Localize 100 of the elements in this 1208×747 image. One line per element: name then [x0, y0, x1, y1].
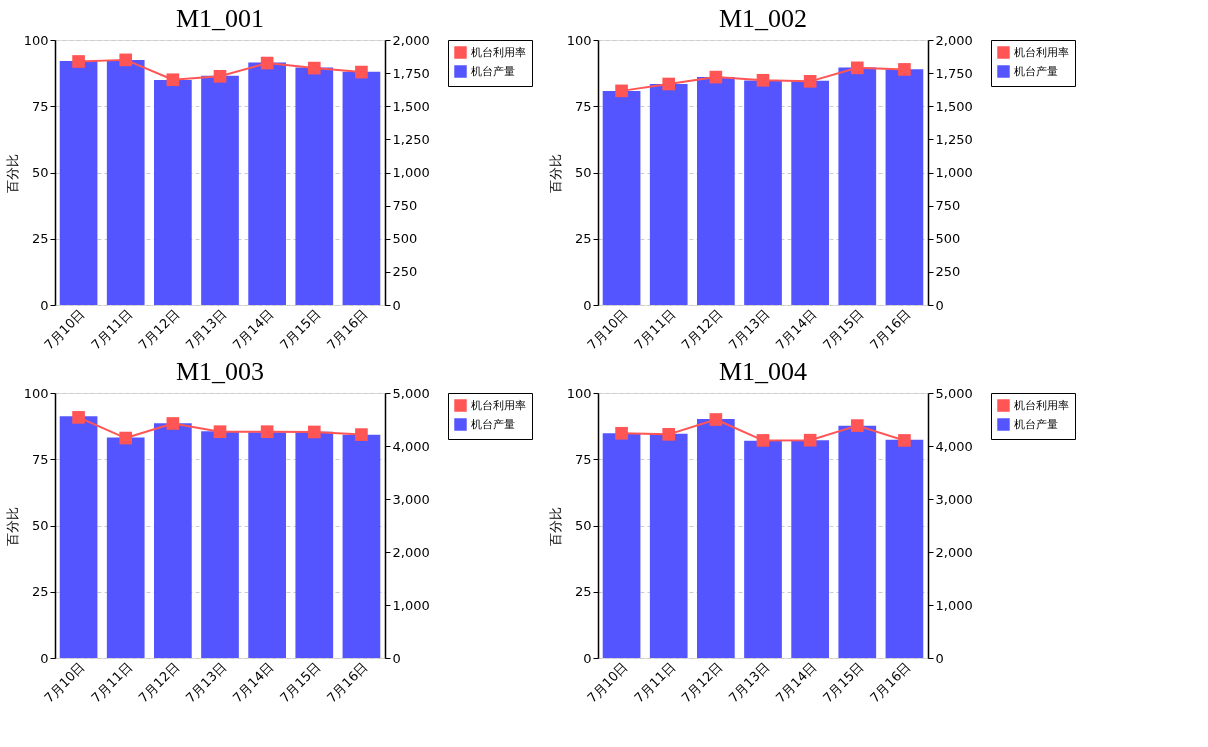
- y2-tick-label: 750: [392, 198, 418, 214]
- y2-tick-label: 500: [392, 231, 418, 247]
- point: [72, 411, 85, 424]
- y2-tick-label: 0: [935, 650, 944, 666]
- bar: [295, 431, 334, 658]
- chart-title: M1_002: [718, 4, 808, 33]
- bar: [201, 431, 239, 658]
- x-tick-label: 7月15日: [819, 306, 867, 353]
- y2-tick-label: 250: [935, 264, 961, 280]
- y-axis-title: 百分比: [547, 506, 563, 546]
- y-tick-label: 25: [31, 584, 49, 600]
- bar: [59, 416, 98, 658]
- point: [213, 69, 227, 83]
- y-tick-label: 25: [574, 584, 592, 600]
- x-tick-label: 7月13日: [725, 659, 773, 706]
- y2-tick-label: 1,500: [935, 98, 973, 114]
- x-tick-label: 7月11日: [631, 306, 678, 353]
- x-tick-label: 7月12日: [678, 306, 726, 353]
- y-tick-label: 0: [583, 650, 592, 666]
- chart-title: M1_001: [175, 4, 265, 33]
- point: [803, 75, 817, 88]
- point: [213, 425, 227, 439]
- y2-tick-label: 1,000: [392, 597, 430, 613]
- y2-tick-label: 3,000: [392, 491, 430, 507]
- point: [756, 434, 770, 447]
- x-tick-label: 7月14日: [229, 659, 277, 706]
- y2-tick-label: 0: [392, 650, 401, 666]
- point: [307, 61, 321, 75]
- x-tick-label: 7月14日: [229, 306, 277, 353]
- x-tick-label: 7月12日: [678, 659, 726, 706]
- y2-tick-label: 2,000: [392, 32, 430, 48]
- x-tick-label: 7月11日: [88, 659, 135, 706]
- chart-title: M1_003: [175, 357, 265, 386]
- x-tick-label: 7月14日: [772, 306, 820, 353]
- point: [260, 425, 274, 439]
- point: [615, 426, 628, 440]
- y2-tick-label: 2,000: [935, 544, 973, 560]
- point: [307, 425, 321, 439]
- y2-tick-label: 1,500: [392, 98, 430, 114]
- point: [803, 433, 817, 447]
- y2-tick-label: 500: [935, 231, 961, 247]
- x-tick-label: 7月11日: [88, 306, 135, 353]
- y2-tick-label: 4,000: [392, 438, 430, 454]
- point: [119, 431, 133, 445]
- y2-tick-label: 250: [392, 264, 418, 280]
- point: [898, 63, 911, 76]
- point: [615, 84, 628, 98]
- y-tick-label: 0: [40, 297, 49, 313]
- bar: [106, 437, 145, 658]
- y2-tick-label: 5,000: [392, 385, 430, 401]
- x-tick-label: 7月16日: [867, 659, 914, 706]
- point: [355, 428, 368, 441]
- y2-tick-label: 1,000: [935, 597, 973, 613]
- y-axis-title: 百分比: [547, 153, 563, 193]
- y2-tick-label: 0: [392, 297, 401, 313]
- legend-label: 机台产量: [471, 417, 515, 431]
- y-tick-label: 75: [574, 98, 592, 114]
- y-tick-label: 100: [23, 385, 49, 401]
- y-tick-label: 100: [23, 32, 49, 48]
- y-tick-label: 50: [574, 165, 592, 180]
- y2-tick-label: 1,750: [935, 65, 973, 81]
- x-tick-label: 7月15日: [819, 659, 867, 706]
- point: [662, 77, 676, 91]
- y2-tick-label: 2,000: [392, 544, 430, 560]
- point: [662, 428, 676, 441]
- y2-tick-label: 4,000: [935, 438, 973, 454]
- y2-tick-label: 1,750: [392, 65, 430, 81]
- y-tick-label: 100: [566, 385, 592, 401]
- point: [709, 70, 723, 84]
- point: [898, 434, 911, 447]
- bar: [744, 80, 782, 305]
- y-tick-label: 50: [31, 518, 49, 533]
- point: [850, 61, 864, 75]
- y2-tick-label: 2,000: [935, 32, 973, 48]
- x-tick-label: 7月13日: [182, 306, 230, 353]
- bar: [248, 432, 286, 658]
- bar: [602, 91, 641, 305]
- y2-tick-label: 750: [935, 198, 961, 214]
- x-tick-label: 7月13日: [182, 659, 230, 706]
- point: [355, 65, 368, 79]
- legend-label: 机台产量: [1014, 417, 1058, 431]
- point: [119, 53, 133, 67]
- y-tick-label: 100: [566, 32, 592, 48]
- y2-tick-label: 1,250: [935, 131, 973, 147]
- x-tick-label: 7月11日: [631, 659, 678, 706]
- y-tick-label: 25: [31, 231, 49, 247]
- chart-title: M1_004: [718, 357, 808, 386]
- legend-label: 机台产量: [471, 64, 515, 78]
- point: [72, 55, 85, 68]
- y2-tick-label: 1,250: [392, 131, 430, 147]
- y-tick-label: 75: [31, 451, 49, 467]
- bar: [154, 423, 192, 658]
- y-axis-title: 百分比: [4, 506, 20, 546]
- x-tick-label: 7月15日: [276, 306, 324, 353]
- y2-tick-label: 0: [935, 297, 944, 313]
- point: [166, 73, 180, 87]
- x-tick-label: 7月12日: [135, 659, 183, 706]
- y-tick-label: 0: [583, 297, 592, 313]
- point: [756, 73, 770, 87]
- x-tick-label: 7月16日: [867, 306, 914, 353]
